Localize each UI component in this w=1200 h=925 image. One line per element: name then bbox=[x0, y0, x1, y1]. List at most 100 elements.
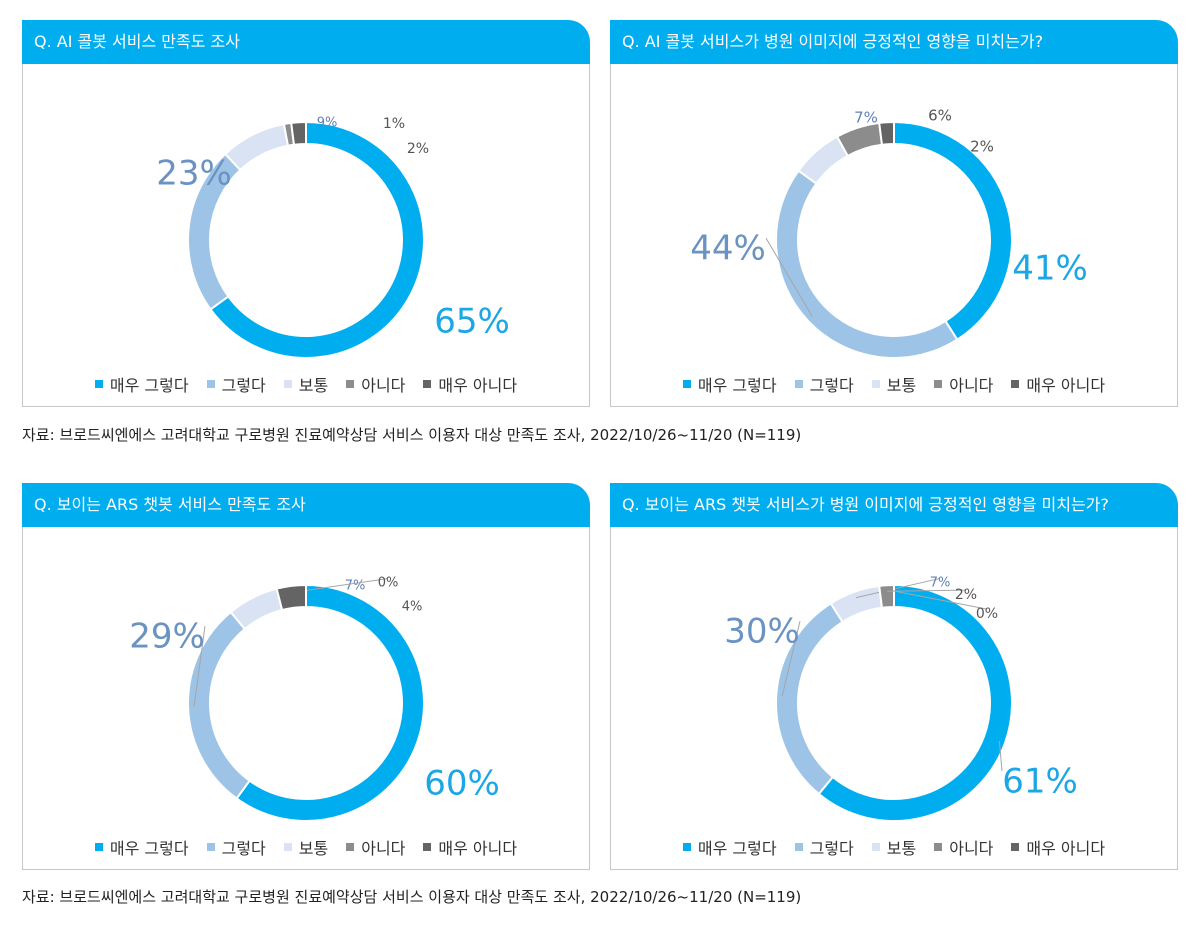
legend-label: 보통 bbox=[298, 839, 329, 858]
data-label-dissatisfied: 2% bbox=[955, 587, 977, 603]
donut-slice-neutral bbox=[223, 122, 290, 172]
legend-item-satisfied: 그렇다 bbox=[206, 372, 266, 396]
legend-item-dissatisfied: 아니다 bbox=[934, 372, 993, 396]
data-label-very-satisfied: 61% bbox=[1002, 762, 1078, 802]
data-label-dissatisfied: 0% bbox=[378, 576, 399, 591]
label-leader-line bbox=[193, 626, 206, 707]
data-label-satisfied: 44% bbox=[690, 229, 766, 269]
data-label-dissatisfied: 1% bbox=[383, 116, 405, 132]
data-label-very-dissatisfied: 4% bbox=[402, 600, 423, 615]
donut-slice-neutral bbox=[829, 584, 884, 624]
legend-swatch bbox=[1011, 843, 1020, 851]
chart-panel-ai-callbot-hospital-image: Q. AI 콜봇 서비스가 병원 이미지에 긍정적인 영향을 미치는가? 41%… bbox=[610, 20, 1178, 407]
legend-label: 그렇다 bbox=[809, 376, 854, 395]
chart-panel-ars-chatbot-satisfaction: Q. 보이는 ARS 챗봇 서비스 만족도 조사 60% 29% 7% 0% 4% 매우… bbox=[22, 483, 590, 870]
chart-panel-ars-chatbot-hospital-image: Q. 보이는 ARS 챗봇 서비스가 병원 이미지에 긍정적인 영향을 미치는가… bbox=[610, 483, 1178, 870]
chart-legend: 매우 그렇다 그렇다 보통 아니다 매우 아니다 bbox=[610, 835, 1178, 859]
donut-slice-very-satisfied bbox=[235, 583, 425, 822]
legend-label: 그렇다 bbox=[221, 839, 266, 858]
legend-swatch bbox=[682, 380, 691, 388]
legend-item-very-dissatisfied: 매우 아니다 bbox=[423, 372, 517, 396]
chart-title: Q. AI 콜봇 서비스가 병원 이미지에 긍정적인 영향을 미치는가? bbox=[610, 20, 1178, 64]
legend-item-very-dissatisfied: 매우 아니다 bbox=[1011, 372, 1105, 396]
label-leader-line bbox=[765, 237, 813, 317]
legend-item-very-satisfied: 매우 그렇다 bbox=[94, 835, 189, 859]
legend-swatch bbox=[283, 380, 292, 388]
legend-item-satisfied: 그렇다 bbox=[794, 372, 854, 396]
legend-item-dissatisfied: 아니다 bbox=[934, 835, 993, 859]
chart-panel-ai-callbot-satisfaction: Q. AI 콜봇 서비스 만족도 조사 65% 23% 9% 1% 2% 매우 그렇다 그… bbox=[22, 20, 590, 407]
legend-swatch bbox=[1011, 380, 1020, 388]
donut-slice-very-dissatisfied bbox=[878, 120, 895, 146]
data-label-very-dissatisfied: 2% bbox=[407, 141, 429, 157]
data-label-dissatisfied: 6% bbox=[928, 107, 952, 125]
legend-swatch bbox=[794, 380, 803, 388]
data-label-neutral: 7% bbox=[854, 109, 878, 127]
chart-legend: 매우 그렇다 그렇다 보통 아니다 매우 아니다 bbox=[22, 372, 590, 396]
legend-swatch bbox=[283, 843, 292, 851]
donut-slice-dissatisfied bbox=[878, 583, 895, 609]
legend-label: 매우 그렇다 bbox=[109, 839, 189, 858]
label-leader-line bbox=[781, 620, 801, 697]
label-leader-line bbox=[886, 589, 967, 592]
donut-chart: 60% 29% 7% 0%4% bbox=[129, 576, 500, 822]
legend-item-very-dissatisfied: 매우 아니다 bbox=[423, 835, 517, 859]
donut-slice-very-dissatisfied bbox=[290, 120, 307, 146]
legend-swatch bbox=[423, 380, 432, 388]
legend-item-neutral: 보통 bbox=[871, 835, 917, 859]
legend-label: 매우 그렇다 bbox=[697, 839, 777, 858]
label-leader-line bbox=[998, 740, 1003, 772]
legend-swatch bbox=[94, 380, 103, 388]
data-label-very-dissatisfied: 2% bbox=[970, 138, 994, 156]
data-label-neutral: 7% bbox=[930, 576, 951, 591]
chart-legend: 매우 그렇다 그렇다 보통 아니다 매우 아니다 bbox=[22, 835, 590, 859]
legend-item-very-satisfied: 매우 그렇다 bbox=[682, 835, 777, 859]
legend-label: 매우 그렇다 bbox=[697, 376, 777, 395]
legend-label: 그렇다 bbox=[809, 839, 854, 858]
legend-item-neutral: 보통 bbox=[283, 372, 328, 396]
legend-label: 매우 아니다 bbox=[438, 839, 518, 858]
legend-item-dissatisfied: 아니다 bbox=[346, 372, 405, 396]
legend-label: 매우 그렇다 bbox=[109, 376, 189, 395]
donut-chart: 61% 30% 7% 2% 0% bbox=[724, 576, 1078, 822]
legend-swatch bbox=[346, 843, 355, 851]
data-label-neutral: 9% bbox=[317, 116, 338, 131]
data-label-very-dissatisfied: 0% bbox=[976, 606, 998, 622]
legend-swatch bbox=[871, 380, 880, 388]
donut-chart: 65% 23% 9% 1%2% bbox=[156, 116, 510, 359]
chart-title: Q. AI 콜봇 서비스 만족도 조사 bbox=[22, 20, 590, 64]
legend-label: 그렇다 bbox=[221, 376, 266, 395]
chart-title: Q. 보이는 ARS 챗봇 서비스가 병원 이미지에 긍정적인 영향을 미치는가… bbox=[610, 483, 1178, 527]
source-note: 자료: 브로드씨엔에스 고려대학교 구로병원 진료예약상담 서비스 이용자 대상… bbox=[22, 888, 802, 906]
legend-label: 보통 bbox=[886, 839, 917, 858]
data-label-very-satisfied: 65% bbox=[434, 302, 510, 342]
label-leader-line bbox=[855, 577, 941, 599]
data-label-very-satisfied: 60% bbox=[424, 764, 500, 804]
legend-swatch bbox=[206, 843, 215, 851]
label-leader-line bbox=[893, 590, 988, 610]
legend-label: 매우 아니다 bbox=[1026, 839, 1106, 858]
source-note: 자료: 브로드씨엔에스 고려대학교 구로병원 진료예약상담 서비스 이용자 대상… bbox=[22, 426, 802, 444]
donut-slice-very-dissatisfied bbox=[275, 583, 307, 612]
legend-swatch bbox=[934, 380, 943, 388]
donut-chart: 41% 44% 7% 6% 2% bbox=[690, 107, 1088, 359]
legend-item-very-satisfied: 매우 그렇다 bbox=[682, 372, 777, 396]
donut-slice-very-satisfied bbox=[893, 120, 1013, 342]
data-label-satisfied: 23% bbox=[156, 154, 232, 194]
legend-swatch bbox=[934, 843, 943, 851]
legend-swatch bbox=[794, 843, 803, 851]
legend-label: 매우 아니다 bbox=[1026, 376, 1106, 395]
legend-swatch bbox=[94, 843, 103, 851]
data-label-very-satisfied: 41% bbox=[1012, 249, 1088, 289]
legend-label: 아니다 bbox=[361, 839, 406, 858]
chart-title: Q. 보이는 ARS 챗봇 서비스 만족도 조사 bbox=[22, 483, 590, 527]
legend-label: 아니다 bbox=[949, 376, 994, 395]
legend-swatch bbox=[682, 843, 691, 851]
legend-item-neutral: 보통 bbox=[871, 372, 916, 396]
data-label-neutral: 7% bbox=[345, 579, 366, 594]
data-label-satisfied: 30% bbox=[724, 612, 800, 652]
legend-item-satisfied: 그렇다 bbox=[794, 835, 854, 859]
chart-legend: 매우 그렇다 그렇다 보통 아니다 매우 아니다 bbox=[610, 372, 1178, 396]
legend-item-neutral: 보통 bbox=[283, 835, 329, 859]
legend-swatch bbox=[346, 380, 355, 388]
